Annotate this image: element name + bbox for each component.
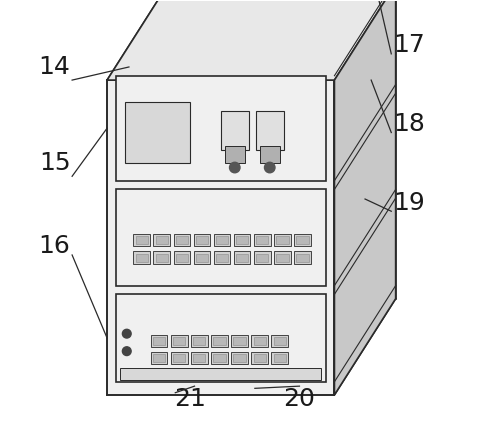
Polygon shape xyxy=(194,234,210,246)
Polygon shape xyxy=(173,354,185,362)
Polygon shape xyxy=(294,234,311,246)
Polygon shape xyxy=(234,252,250,264)
Polygon shape xyxy=(274,337,286,345)
Polygon shape xyxy=(276,236,288,244)
Polygon shape xyxy=(213,337,226,345)
Polygon shape xyxy=(254,252,271,264)
Polygon shape xyxy=(234,234,250,246)
Polygon shape xyxy=(274,252,291,264)
Polygon shape xyxy=(236,254,248,261)
Polygon shape xyxy=(193,337,206,345)
Text: 18: 18 xyxy=(393,112,425,136)
Polygon shape xyxy=(221,111,249,150)
Polygon shape xyxy=(151,334,167,347)
Text: 14: 14 xyxy=(39,55,71,79)
Polygon shape xyxy=(216,236,228,244)
Text: 16: 16 xyxy=(39,234,71,258)
Polygon shape xyxy=(294,252,311,264)
Polygon shape xyxy=(274,234,291,246)
Polygon shape xyxy=(253,354,266,362)
Polygon shape xyxy=(151,352,167,364)
Polygon shape xyxy=(334,0,396,395)
Polygon shape xyxy=(156,254,168,261)
Polygon shape xyxy=(135,254,148,261)
Polygon shape xyxy=(274,354,286,362)
Polygon shape xyxy=(296,236,309,244)
Polygon shape xyxy=(107,0,396,80)
Polygon shape xyxy=(154,234,170,246)
Text: 15: 15 xyxy=(39,151,71,175)
Polygon shape xyxy=(116,294,326,382)
Polygon shape xyxy=(176,254,188,261)
Polygon shape xyxy=(173,234,190,246)
Polygon shape xyxy=(256,236,268,244)
Polygon shape xyxy=(133,234,150,246)
Circle shape xyxy=(264,162,275,173)
Polygon shape xyxy=(124,102,190,163)
Polygon shape xyxy=(211,334,228,347)
Polygon shape xyxy=(153,354,165,362)
Text: 19: 19 xyxy=(393,191,425,215)
Polygon shape xyxy=(256,254,268,261)
Polygon shape xyxy=(196,236,208,244)
Polygon shape xyxy=(251,352,268,364)
Polygon shape xyxy=(256,111,284,150)
Polygon shape xyxy=(214,252,230,264)
Polygon shape xyxy=(133,252,150,264)
Polygon shape xyxy=(196,254,208,261)
Polygon shape xyxy=(153,337,165,345)
Polygon shape xyxy=(260,146,280,163)
Circle shape xyxy=(123,347,131,356)
Polygon shape xyxy=(231,352,248,364)
Polygon shape xyxy=(116,76,326,181)
Polygon shape xyxy=(176,236,188,244)
Polygon shape xyxy=(171,352,188,364)
Polygon shape xyxy=(272,334,288,347)
Polygon shape xyxy=(253,337,266,345)
Polygon shape xyxy=(191,334,207,347)
Polygon shape xyxy=(254,234,271,246)
Polygon shape xyxy=(213,354,226,362)
Text: 17: 17 xyxy=(393,33,425,57)
Polygon shape xyxy=(251,334,268,347)
Polygon shape xyxy=(107,80,334,395)
Polygon shape xyxy=(173,252,190,264)
Circle shape xyxy=(123,329,131,338)
Polygon shape xyxy=(234,337,246,345)
Polygon shape xyxy=(276,254,288,261)
Polygon shape xyxy=(272,352,288,364)
Polygon shape xyxy=(120,368,321,380)
Circle shape xyxy=(230,162,240,173)
Polygon shape xyxy=(214,234,230,246)
Polygon shape xyxy=(194,252,210,264)
Polygon shape xyxy=(173,337,185,345)
Polygon shape xyxy=(236,236,248,244)
Polygon shape xyxy=(135,236,148,244)
Polygon shape xyxy=(216,254,228,261)
Polygon shape xyxy=(234,354,246,362)
Polygon shape xyxy=(231,334,248,347)
Polygon shape xyxy=(191,352,207,364)
Polygon shape xyxy=(171,334,188,347)
Text: 21: 21 xyxy=(174,387,206,411)
Polygon shape xyxy=(116,189,326,286)
Polygon shape xyxy=(225,146,245,163)
Polygon shape xyxy=(156,236,168,244)
Polygon shape xyxy=(296,254,309,261)
Text: 20: 20 xyxy=(284,387,315,411)
Polygon shape xyxy=(193,354,206,362)
Polygon shape xyxy=(211,352,228,364)
Polygon shape xyxy=(154,252,170,264)
